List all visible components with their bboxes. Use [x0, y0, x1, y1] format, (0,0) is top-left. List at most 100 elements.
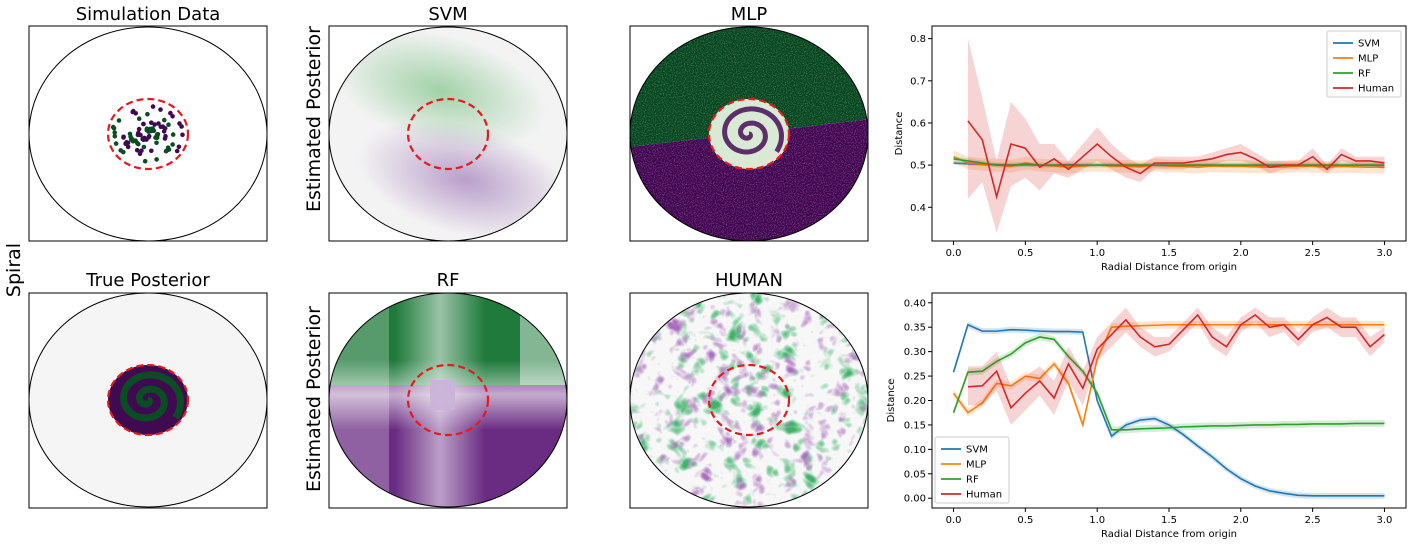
y-tick-label: 0.25 [904, 372, 926, 383]
line-chart-top: 0.0 0.5 1.0 1.5 2.0 2.5 3.0 0.4 0.5 0.6 0.7 0.8 Radi… [894, 25, 1407, 273]
panel-simulation-data [28, 25, 268, 242]
red-dashed-circle [106, 97, 190, 171]
legend-label-rf: RF [966, 475, 979, 486]
series-line-svm [952, 323, 1385, 497]
simulation-point [141, 144, 147, 150]
y-tick-label: 0.5 [910, 161, 926, 172]
simulation-point [137, 151, 143, 156]
y-tick-label: 0.40 [904, 298, 926, 309]
simulation-point [149, 148, 154, 154]
simulation-point [112, 134, 118, 139]
simulation-point [141, 137, 146, 143]
simulation-point [121, 134, 126, 140]
simulation-point [141, 121, 146, 127]
simulation-point [150, 104, 156, 109]
simulation-point [116, 118, 122, 123]
panel-mlp [629, 25, 869, 242]
simulation-point [176, 144, 182, 150]
simulation-point [154, 157, 159, 162]
simulation-point [170, 142, 175, 147]
x-tick-label: 2.5 [1305, 248, 1321, 259]
x-tick-label: 0.0 [946, 248, 962, 259]
title-svm: SVM [428, 4, 468, 25]
simulation-point [170, 132, 176, 137]
red-dashed-circle [106, 363, 190, 437]
x-axis-label: Radial Distance from origin [1101, 262, 1237, 273]
x-tick-label: 1.5 [1161, 248, 1177, 259]
y-axis-label: Distance [894, 112, 905, 156]
simulation-point [142, 158, 148, 164]
series-line-rf [953, 158, 1385, 166]
simulation-point [125, 144, 131, 150]
simulation-point [163, 148, 169, 154]
y-tick-label: 0.8 [910, 34, 926, 45]
confidence-band-human [967, 307, 1385, 425]
legend-label-human: Human [1358, 84, 1394, 95]
simulation-point [154, 132, 160, 137]
legend-box [934, 436, 1010, 504]
x-tick-label: 1.0 [1089, 515, 1105, 526]
legend-label-mlp: MLP [1358, 54, 1378, 65]
legend-label-svm: SVM [1358, 39, 1380, 50]
x-tick-label: 0.5 [1017, 248, 1033, 259]
simulation-point [135, 132, 141, 138]
panel-svm [328, 25, 568, 242]
red-dashed-circle [707, 97, 791, 171]
simulation-point [166, 122, 171, 127]
simulation-point [136, 141, 141, 147]
simulation-point [158, 107, 163, 112]
simulation-point [163, 133, 168, 139]
x-tick-label: 2.5 [1305, 515, 1321, 526]
title-rf: RF [436, 270, 460, 291]
line-chart-bottom: 0.0 0.5 1.0 1.5 2.0 2.5 3.0 0.00 0.05 0.10 0.15 0.2… [886, 292, 1407, 540]
x-tick-label: 0.5 [1017, 515, 1033, 526]
simulation-point [129, 137, 135, 142]
legend: SVM MLP RF Human [1326, 30, 1402, 98]
simulation-point [146, 134, 151, 140]
x-tick-label: 1.5 [1161, 515, 1177, 526]
x-tick-label: 3.0 [1377, 515, 1393, 526]
x-tick-label: 1.0 [1089, 248, 1105, 259]
legend-label-rf: RF [1358, 69, 1371, 80]
series-line-human [967, 313, 1385, 410]
y-tick-label: 0.20 [904, 396, 926, 407]
x-axis-label: Radial Distance from origin [1101, 529, 1237, 540]
simulation-point [112, 130, 117, 135]
simulation-point [174, 148, 180, 154]
legend-label-mlp: MLP [966, 460, 986, 471]
panel-true-posterior [28, 292, 268, 509]
simulation-point [179, 124, 184, 129]
series-line-rf [952, 336, 1385, 431]
red-dashed-circle [406, 97, 490, 171]
confidence-band-mlp [953, 320, 1385, 429]
simulation-point [154, 135, 160, 141]
simulation-point [147, 127, 152, 132]
panel-human [629, 292, 869, 509]
simulation-point [113, 141, 119, 146]
y-tick-label: 0.15 [904, 420, 926, 431]
x-tick-label: 0.0 [946, 515, 962, 526]
x-tick-label: 3.0 [1377, 248, 1393, 259]
simulation-point [154, 140, 159, 146]
series-line-mlp [953, 155, 1385, 169]
y-tick-label: 0.00 [904, 494, 926, 505]
y-tick-label: 0.35 [904, 323, 926, 334]
y-tick-label: 0.7 [910, 76, 926, 87]
y-tick-label: 0.30 [904, 347, 926, 358]
x-tick-label: 2.0 [1233, 248, 1249, 259]
y-tick-label: 0.10 [904, 445, 926, 456]
panel-rf [328, 292, 568, 509]
simulation-point [123, 141, 128, 147]
simulation-point [152, 122, 157, 127]
plot-area [931, 292, 1407, 509]
simulation-point [170, 114, 175, 119]
simulation-point [160, 124, 166, 129]
simulation-points [110, 104, 185, 164]
y-tick-label: 0.4 [910, 203, 926, 214]
title-mlp: MLP [730, 4, 768, 25]
y-axis-label: Distance [886, 379, 897, 423]
red-dashed-circle [707, 363, 791, 437]
legend-label-svm: SVM [966, 445, 988, 456]
simulation-point [149, 120, 154, 125]
